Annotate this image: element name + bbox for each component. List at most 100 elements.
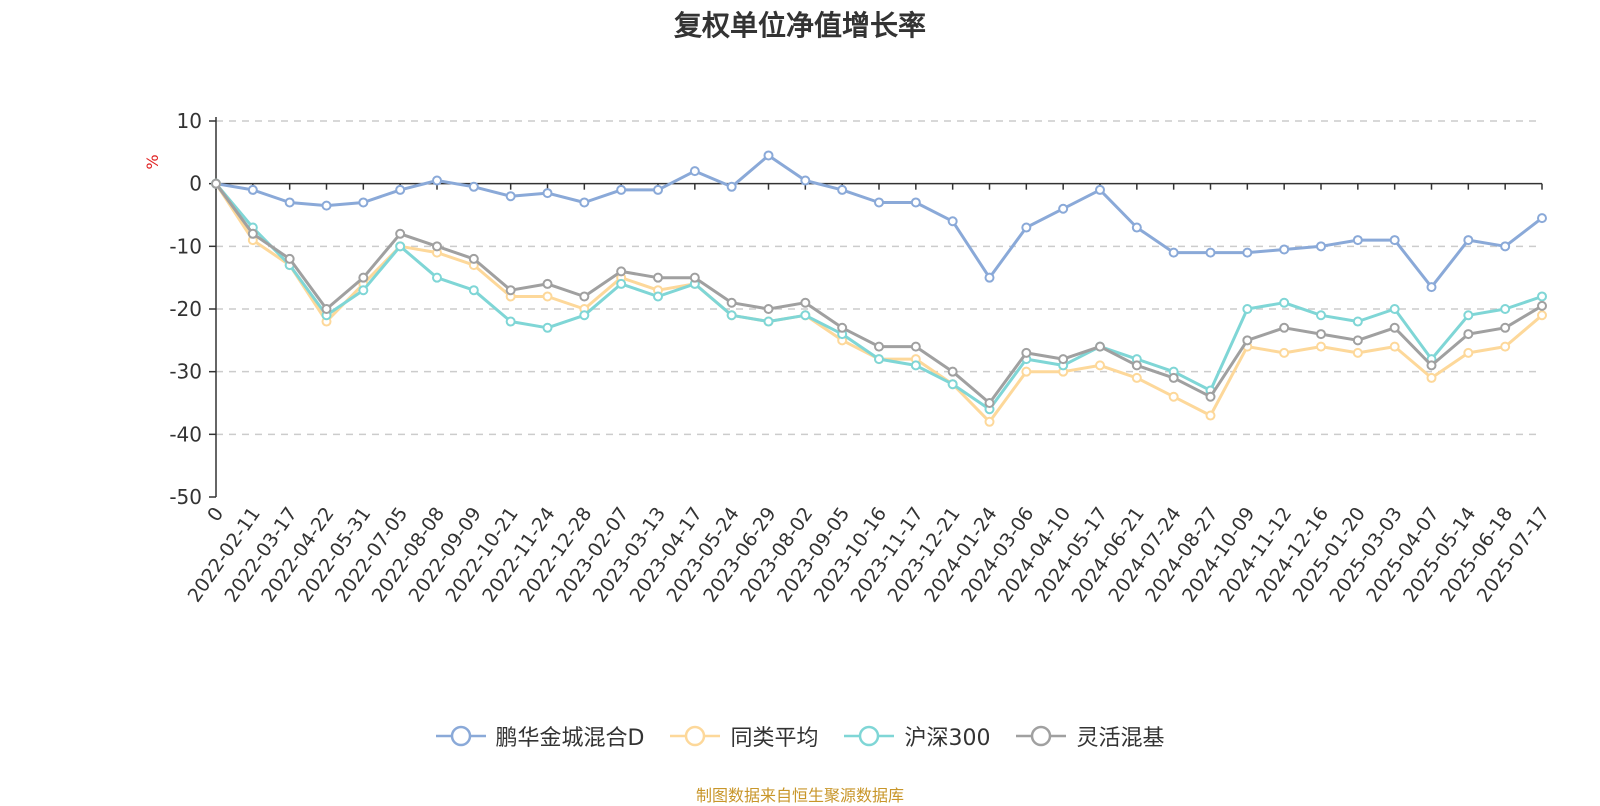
data-point	[653, 184, 663, 195]
data-point	[800, 175, 811, 186]
legend-item[interactable]: 灵活混基	[1016, 720, 1164, 752]
data-point	[1352, 335, 1363, 346]
data-point	[1131, 222, 1142, 233]
y-tick-label: -10	[169, 234, 202, 258]
data-point	[1463, 310, 1474, 321]
data-point	[1279, 322, 1290, 333]
data-point	[910, 197, 921, 208]
legend-label: 鹏华金城混合D	[495, 726, 645, 751]
data-point	[579, 291, 590, 302]
data-point	[1389, 322, 1400, 333]
data-point	[1242, 304, 1253, 314]
data-point	[211, 178, 221, 189]
data-point	[1279, 244, 1290, 255]
data-point	[837, 184, 848, 195]
data-point	[616, 278, 627, 289]
data-point	[358, 272, 369, 283]
data-point	[874, 197, 884, 208]
data-point	[579, 197, 590, 208]
data-point	[395, 184, 406, 195]
data-point	[1058, 203, 1069, 214]
data-point	[1500, 241, 1511, 252]
data-point	[689, 166, 700, 177]
data-point	[321, 200, 332, 211]
data-point	[984, 398, 995, 408]
data-point	[1426, 282, 1437, 293]
data-point	[1500, 304, 1511, 314]
data-point	[1316, 329, 1326, 340]
legend-label: 同类平均	[730, 726, 819, 751]
data-point	[1316, 241, 1326, 252]
data-point	[1131, 372, 1142, 383]
data-point	[1021, 366, 1032, 377]
data-point	[1279, 347, 1290, 358]
data-point	[726, 310, 737, 321]
data-point	[653, 291, 663, 302]
legend-swatch	[1016, 725, 1067, 747]
data-point	[284, 253, 295, 264]
data-point	[763, 304, 774, 314]
data-point	[505, 285, 516, 296]
series-4	[211, 178, 1547, 408]
data-point	[910, 360, 921, 371]
data-point	[358, 197, 369, 208]
tick-labels: 100-10-20-30-40-50%02022-02-112022-03-17…	[143, 109, 1554, 606]
data-point	[1352, 347, 1363, 358]
data-point	[1537, 300, 1547, 311]
data-point	[1463, 329, 1474, 340]
legend-label: 沪深300	[904, 726, 991, 751]
data-point	[505, 316, 516, 327]
data-point	[984, 416, 995, 427]
data-point	[321, 304, 332, 314]
data-point	[1316, 341, 1326, 352]
data-point	[1537, 291, 1547, 302]
chart-title: 复权单位净值增长率	[673, 9, 926, 42]
y-tick-label: -20	[169, 297, 202, 321]
data-point	[432, 175, 442, 186]
data-point	[1500, 341, 1511, 352]
axes	[209, 117, 1543, 498]
y-tick-label: -30	[169, 360, 202, 384]
data-point	[1279, 297, 1290, 308]
data-point	[1095, 360, 1105, 371]
series-line	[215, 154, 1543, 289]
data-point	[726, 297, 737, 308]
legend-item[interactable]: 沪深300	[844, 720, 990, 752]
data-point	[947, 379, 958, 390]
data-point	[1316, 310, 1326, 321]
data-point	[542, 322, 553, 333]
series-lines	[211, 150, 1547, 427]
data-point	[874, 354, 884, 365]
data-point	[1426, 360, 1437, 371]
data-point	[395, 241, 406, 252]
data-point	[1131, 360, 1142, 371]
grid-lines	[216, 120, 1542, 436]
data-point	[910, 341, 921, 352]
data-point	[542, 278, 553, 289]
data-point	[1352, 235, 1363, 246]
series-line	[214, 182, 1543, 424]
data-point	[284, 197, 295, 208]
data-point	[542, 291, 553, 302]
data-point	[542, 188, 553, 199]
data-point	[1463, 235, 1474, 246]
data-point	[763, 316, 774, 327]
data-point	[1463, 347, 1474, 358]
data-point	[1242, 247, 1253, 258]
data-point	[1205, 391, 1216, 402]
data-point	[1168, 391, 1179, 402]
legend-swatch	[844, 725, 895, 747]
data-point	[1168, 372, 1179, 383]
legend-item[interactable]: 同类平均	[670, 720, 818, 752]
data-point	[1021, 347, 1032, 358]
series-3	[211, 178, 1547, 415]
data-point	[579, 310, 590, 321]
legend-item[interactable]: 鹏华金城混合D	[435, 720, 645, 752]
data-point	[1205, 247, 1216, 258]
series-line	[214, 182, 1543, 405]
y-tick-label: 10	[177, 109, 202, 133]
data-point	[616, 184, 627, 195]
data-point	[358, 285, 369, 296]
data-point	[763, 150, 774, 161]
